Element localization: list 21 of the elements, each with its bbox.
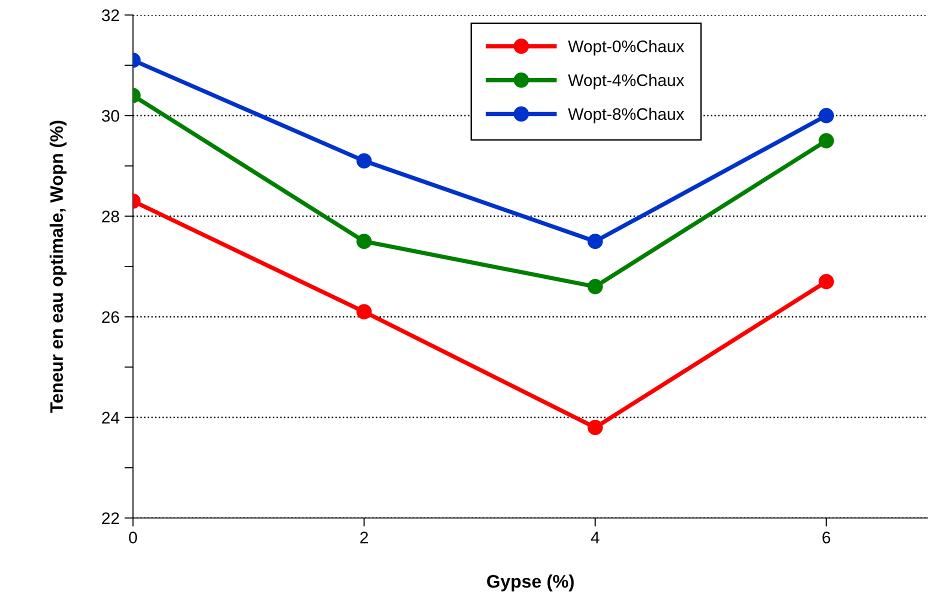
x-axis-title: Gypse (%) [487,574,574,592]
x-tick-label: 4 [590,532,600,544]
y-tick-label: 30 [102,110,120,122]
x-tick-label: 0 [129,532,137,544]
point [818,108,834,124]
legend-label: Wopt-4%Chaux [568,74,684,90]
point [588,234,603,249]
y-axis-title: Teneur en eau optimale, Wopn (%) [50,120,67,413]
y-tick-label: 24 [102,412,120,424]
y-tick-label: 32 [102,9,119,22]
y-tick-label: 26 [102,311,120,324]
point [818,274,834,290]
point [588,278,603,294]
point [588,420,603,436]
legend-label: Wopt-0%Chaux [568,40,684,56]
x-tick-label: 2 [360,532,368,544]
x-tick-label: 6 [822,532,830,544]
point [818,133,834,148]
y-tick-label: 28 [102,210,120,222]
y-tick-label: 22 [102,512,119,524]
legend-label: Wopt-8%Chaux [568,108,684,124]
